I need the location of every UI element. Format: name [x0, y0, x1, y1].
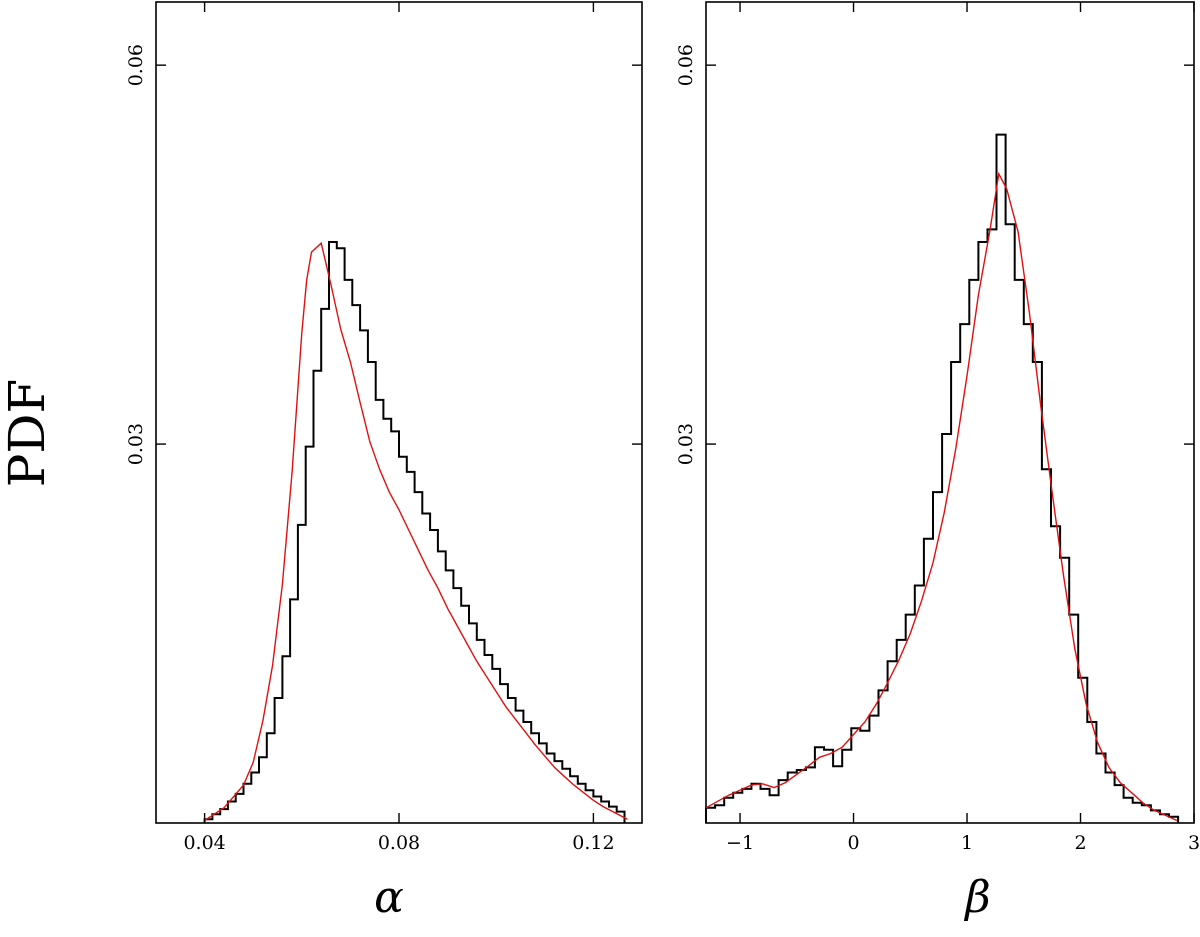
y-tick-label-alpha: 0.06: [125, 44, 147, 86]
marks-alpha: 0.04 0.08 0.12 0.03 0.06: [125, 2, 642, 854]
x-axis-label-beta: β: [963, 872, 990, 923]
x-tick-label-beta: 3: [1188, 832, 1200, 854]
histogram-beta: [705, 133, 1180, 823]
x-tick-label-alpha: 0.12: [572, 832, 614, 854]
y-tick-label-beta: 0.06: [675, 44, 697, 86]
density-curve-beta: [705, 171, 1178, 822]
histogram-alpha: [203, 241, 626, 823]
marks-beta: −1 0 1 2 3 0.03 0.06: [675, 2, 1200, 854]
plot-frame-beta: [705, 1, 1195, 824]
y-tick-label-beta: 0.03: [675, 423, 697, 465]
x-tick-label-beta: 0: [847, 832, 859, 854]
x-tick-label-alpha: 0.04: [183, 832, 225, 854]
panel-alpha: 0.04 0.08 0.12 0.03 0.06 α: [125, 1, 643, 923]
panel-beta: −1 0 1 2 3 0.03 0.06 β: [675, 1, 1200, 923]
x-axis-label-alpha: α: [374, 872, 404, 923]
y-tick-label-alpha: 0.03: [125, 423, 147, 465]
x-tick-label-alpha: 0.08: [378, 832, 420, 854]
density-curve-alpha: [204, 241, 628, 822]
y-axis-label: PDF: [0, 379, 56, 487]
x-tick-label-beta: 1: [961, 832, 973, 854]
x-tick-label-beta: 2: [1074, 832, 1086, 854]
plot-frame-alpha: [155, 1, 643, 824]
x-tick-label-beta: −1: [726, 832, 754, 854]
